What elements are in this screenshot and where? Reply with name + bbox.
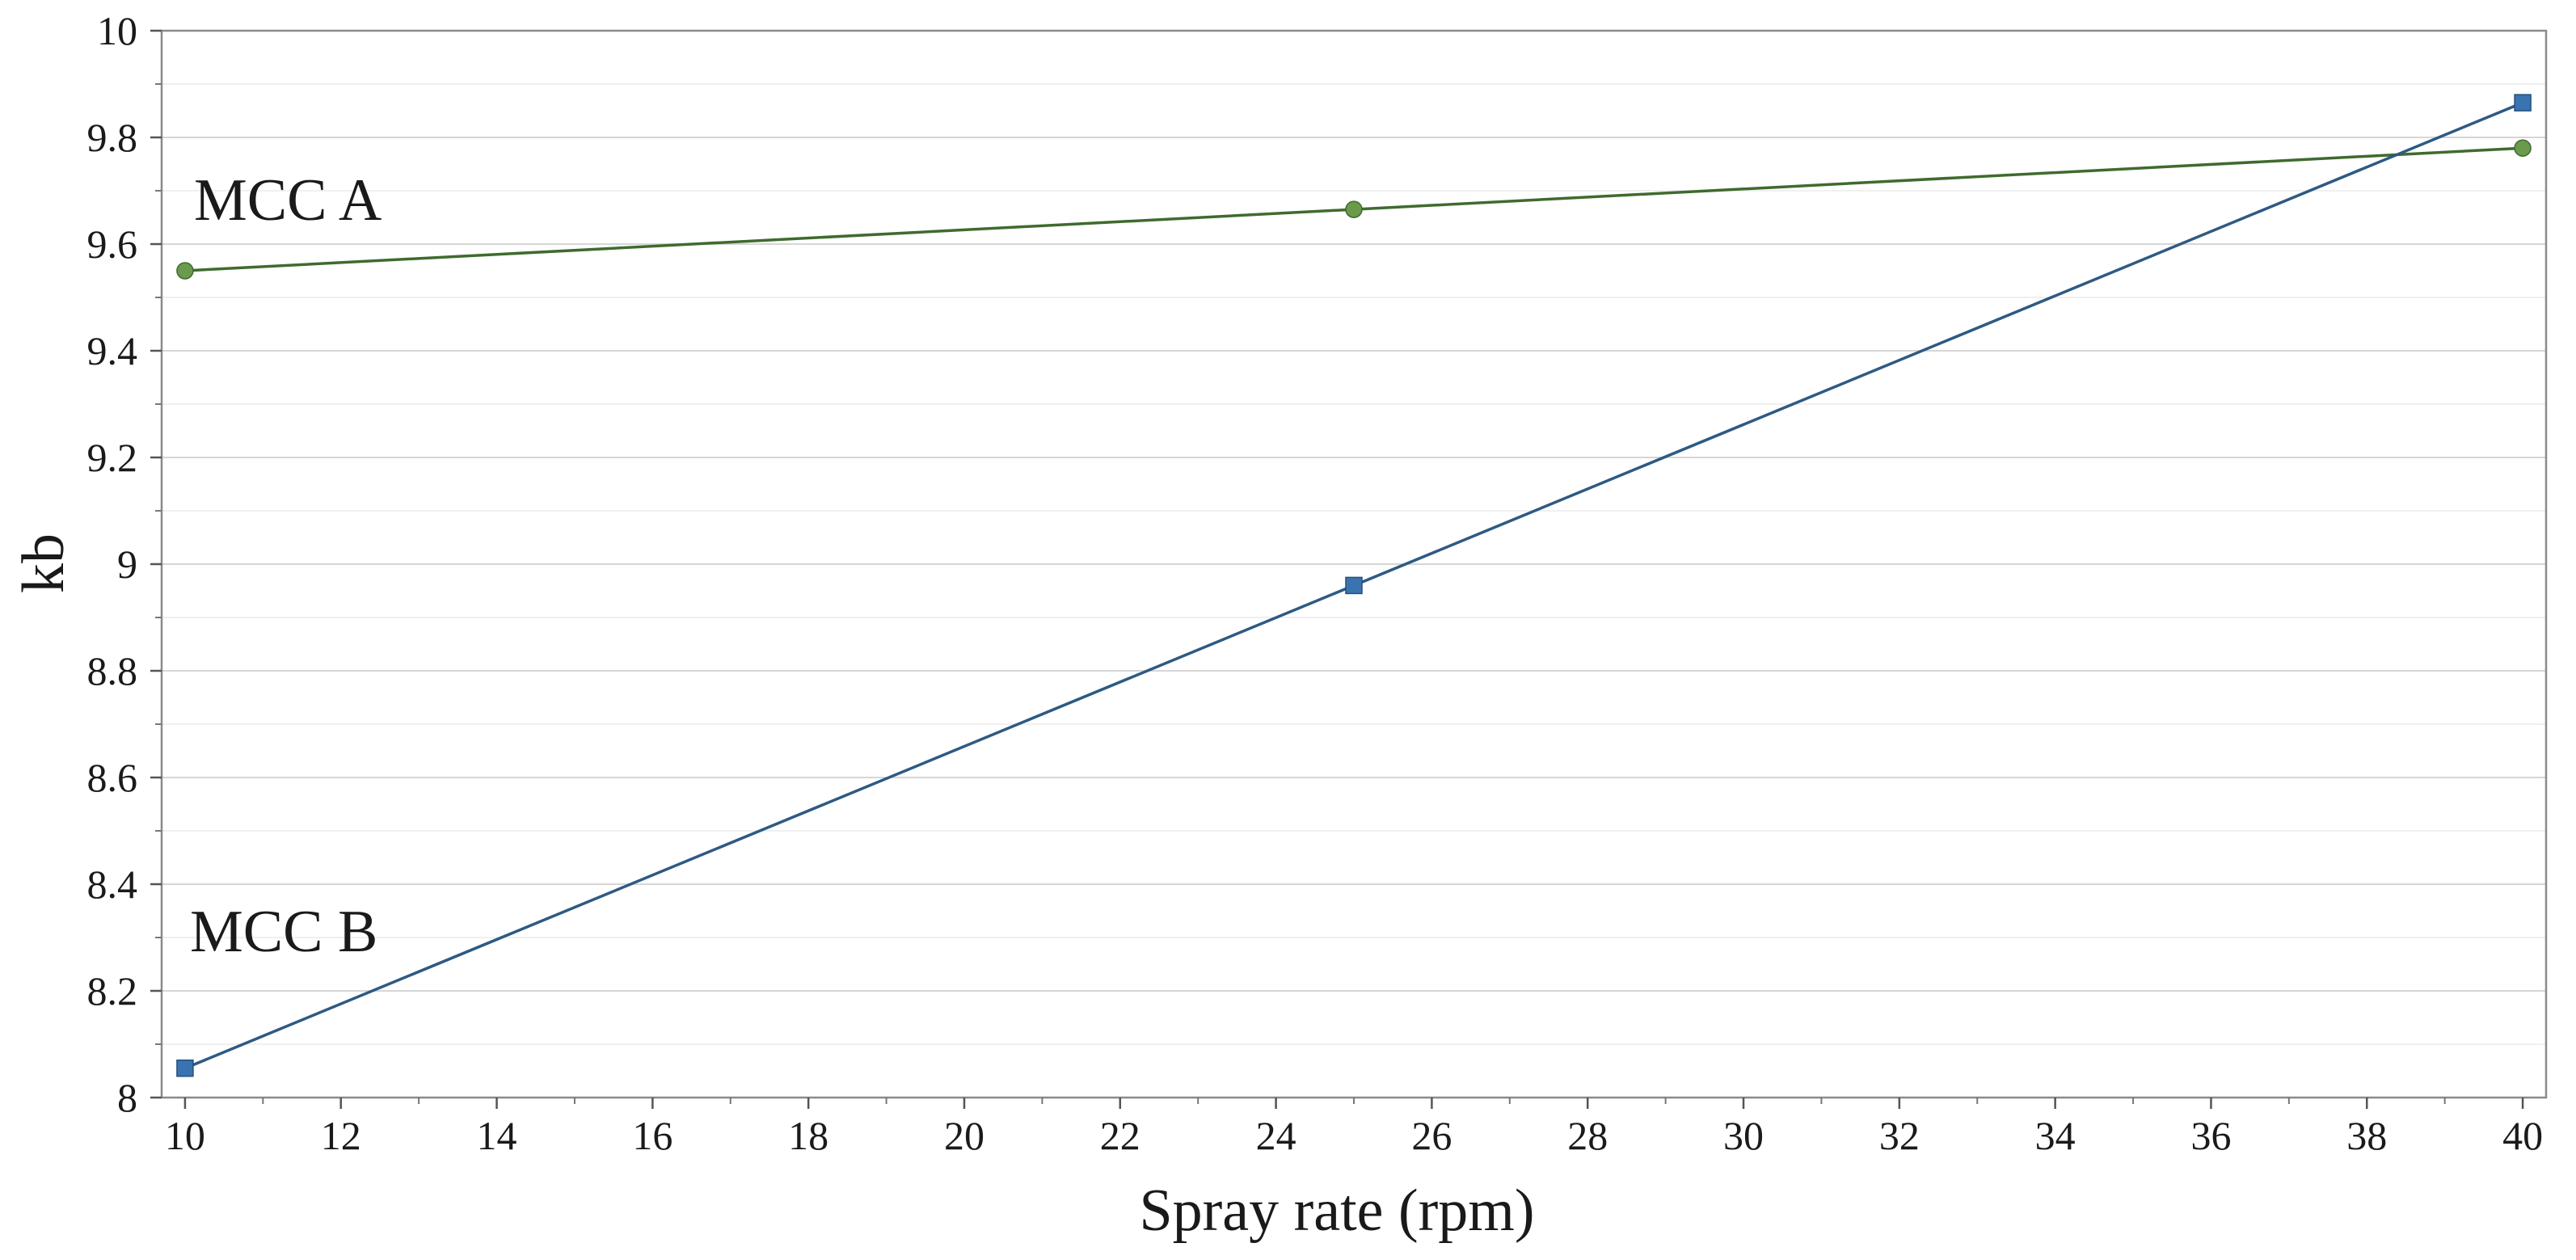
x-tick-label: 10: [165, 1113, 205, 1158]
axes: 8 8.2 8.4 8.6 8.8 9 9.2 9.4 9.6 9.8 10 10 12 14 16 18 20…: [87, 8, 2548, 1158]
series-mcc-b: [176, 94, 2532, 1077]
x-tick-label: 12: [321, 1113, 361, 1158]
x-tick-label: 36: [2190, 1113, 2231, 1158]
y-tick-label: 8.2: [87, 968, 138, 1013]
x-tick-label: 38: [2346, 1113, 2387, 1158]
x-axis-label: Spray rate (rpm): [1139, 1178, 1534, 1244]
labels: MCC A MCC B Spray rate (rpm) kb: [11, 167, 1535, 1244]
x-tick-label: 16: [632, 1113, 672, 1158]
data-point-mcc-a: [176, 262, 194, 280]
y-tick-label: 8.4: [87, 862, 138, 907]
data-point-mcc-a: [1345, 200, 1363, 218]
x-tick-label: 34: [2035, 1113, 2076, 1158]
y-tick-label: 9.8: [87, 115, 138, 160]
y-tick-label: 9.6: [87, 221, 138, 267]
x-tick-label: 22: [1100, 1113, 1140, 1158]
x-tick-label: 30: [1723, 1113, 1764, 1158]
x-tick-label: 18: [788, 1113, 828, 1158]
series-mcc-a: [176, 139, 2532, 280]
x-tick-label: 24: [1256, 1113, 1296, 1158]
x-tick-label: 28: [1567, 1113, 1608, 1158]
x-tick-label: 14: [477, 1113, 517, 1158]
data-point-mcc-b: [176, 1059, 194, 1077]
y-tick-label: 9: [117, 542, 137, 587]
series: [176, 94, 2532, 1077]
y-tick-label: 8: [117, 1075, 137, 1120]
data-point-mcc-b: [1345, 576, 1363, 595]
gridlines: [162, 30, 2546, 1098]
x-tick-label: 32: [1879, 1113, 1920, 1158]
x-tick-label: 26: [1411, 1113, 1452, 1158]
y-tick-label: 8.6: [87, 755, 138, 800]
y-tick-label: 8.8: [87, 648, 138, 693]
annotation-mcc-a: MCC A: [194, 167, 382, 234]
y-tick-label: 9.2: [87, 435, 138, 480]
x-tick-label: 20: [944, 1113, 984, 1158]
x-tick-label: 40: [2502, 1113, 2543, 1158]
y-tick-label: 9.4: [87, 328, 138, 373]
data-point-mcc-b: [2514, 94, 2532, 112]
y-axis-label: kb: [11, 533, 77, 593]
data-point-mcc-a: [2514, 139, 2532, 157]
y-tick-label: 10: [97, 8, 137, 53]
annotation-mcc-b: MCC B: [190, 899, 377, 965]
